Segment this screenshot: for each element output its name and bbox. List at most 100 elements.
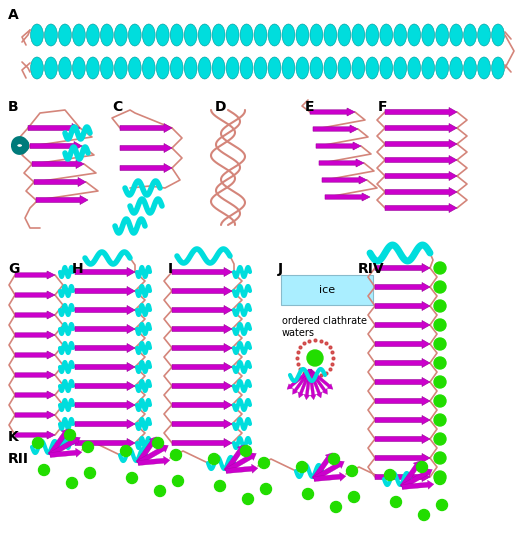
FancyArrow shape bbox=[385, 188, 457, 196]
Text: I: I bbox=[168, 262, 173, 276]
Text: C: C bbox=[112, 100, 122, 114]
Ellipse shape bbox=[408, 24, 420, 46]
Circle shape bbox=[434, 262, 446, 274]
Ellipse shape bbox=[58, 57, 71, 79]
Circle shape bbox=[208, 454, 219, 465]
FancyArrow shape bbox=[120, 144, 172, 152]
FancyArrow shape bbox=[172, 287, 232, 295]
FancyArrow shape bbox=[309, 369, 328, 394]
Ellipse shape bbox=[240, 57, 253, 79]
FancyArrow shape bbox=[15, 371, 55, 379]
Circle shape bbox=[260, 483, 271, 494]
Ellipse shape bbox=[212, 57, 225, 79]
FancyArrow shape bbox=[75, 382, 135, 390]
FancyArrow shape bbox=[172, 382, 232, 390]
Text: RII: RII bbox=[8, 452, 29, 466]
Text: K: K bbox=[8, 430, 19, 444]
FancyArrow shape bbox=[15, 431, 55, 439]
Circle shape bbox=[39, 465, 49, 476]
FancyArrow shape bbox=[75, 362, 135, 371]
Ellipse shape bbox=[128, 24, 141, 46]
FancyArrow shape bbox=[48, 429, 69, 456]
Ellipse shape bbox=[58, 24, 71, 46]
Ellipse shape bbox=[31, 24, 43, 46]
FancyArrow shape bbox=[375, 434, 430, 443]
Ellipse shape bbox=[184, 57, 197, 79]
Circle shape bbox=[330, 502, 341, 513]
FancyArrow shape bbox=[120, 124, 172, 133]
Ellipse shape bbox=[464, 24, 477, 46]
FancyArrow shape bbox=[313, 460, 344, 481]
Circle shape bbox=[127, 472, 138, 483]
FancyBboxPatch shape bbox=[281, 275, 373, 305]
Circle shape bbox=[434, 395, 446, 407]
Circle shape bbox=[434, 319, 446, 331]
FancyArrow shape bbox=[225, 453, 256, 473]
FancyArrow shape bbox=[319, 159, 364, 167]
Text: D: D bbox=[215, 100, 227, 114]
FancyArrow shape bbox=[172, 305, 232, 315]
Ellipse shape bbox=[72, 57, 85, 79]
Circle shape bbox=[303, 488, 314, 499]
FancyArrow shape bbox=[304, 370, 312, 400]
FancyArrow shape bbox=[120, 163, 172, 173]
Ellipse shape bbox=[338, 24, 351, 46]
Ellipse shape bbox=[184, 24, 197, 46]
Circle shape bbox=[120, 446, 131, 456]
Circle shape bbox=[242, 493, 254, 504]
Circle shape bbox=[82, 442, 93, 453]
Circle shape bbox=[434, 281, 446, 293]
Ellipse shape bbox=[366, 57, 379, 79]
Ellipse shape bbox=[44, 57, 57, 79]
FancyArrow shape bbox=[287, 369, 311, 389]
FancyArrow shape bbox=[75, 344, 135, 353]
Ellipse shape bbox=[101, 24, 113, 46]
FancyArrow shape bbox=[312, 453, 332, 481]
Ellipse shape bbox=[226, 24, 239, 46]
Ellipse shape bbox=[128, 57, 141, 79]
Circle shape bbox=[434, 300, 446, 312]
FancyArrow shape bbox=[385, 156, 457, 164]
Ellipse shape bbox=[464, 57, 477, 79]
Ellipse shape bbox=[310, 24, 323, 46]
Text: F: F bbox=[378, 100, 388, 114]
FancyArrow shape bbox=[313, 125, 358, 133]
FancyArrow shape bbox=[375, 472, 430, 481]
Ellipse shape bbox=[226, 57, 239, 79]
FancyArrow shape bbox=[138, 456, 170, 465]
Ellipse shape bbox=[115, 24, 127, 46]
Circle shape bbox=[434, 471, 446, 483]
Circle shape bbox=[32, 437, 43, 448]
FancyArrow shape bbox=[137, 444, 168, 465]
Ellipse shape bbox=[366, 24, 379, 46]
Ellipse shape bbox=[394, 57, 407, 79]
Ellipse shape bbox=[408, 57, 420, 79]
Ellipse shape bbox=[352, 24, 365, 46]
Ellipse shape bbox=[31, 57, 43, 79]
Ellipse shape bbox=[421, 24, 435, 46]
Text: B: B bbox=[8, 100, 19, 114]
FancyArrow shape bbox=[385, 172, 457, 180]
FancyArrow shape bbox=[375, 454, 430, 463]
Ellipse shape bbox=[282, 24, 295, 46]
Circle shape bbox=[434, 452, 446, 464]
Ellipse shape bbox=[115, 57, 127, 79]
Ellipse shape bbox=[282, 57, 295, 79]
Circle shape bbox=[153, 437, 164, 448]
Ellipse shape bbox=[268, 57, 281, 79]
FancyArrow shape bbox=[316, 142, 361, 150]
Ellipse shape bbox=[156, 57, 169, 79]
FancyArrow shape bbox=[385, 124, 457, 133]
Ellipse shape bbox=[296, 57, 309, 79]
Ellipse shape bbox=[352, 57, 365, 79]
Circle shape bbox=[329, 454, 340, 465]
FancyArrow shape bbox=[32, 160, 84, 168]
FancyArrow shape bbox=[172, 362, 232, 371]
FancyArrow shape bbox=[385, 107, 457, 117]
Circle shape bbox=[434, 433, 446, 445]
FancyArrow shape bbox=[15, 391, 55, 399]
Ellipse shape bbox=[254, 57, 267, 79]
FancyArrow shape bbox=[310, 108, 355, 116]
Ellipse shape bbox=[86, 57, 100, 79]
Ellipse shape bbox=[324, 57, 337, 79]
